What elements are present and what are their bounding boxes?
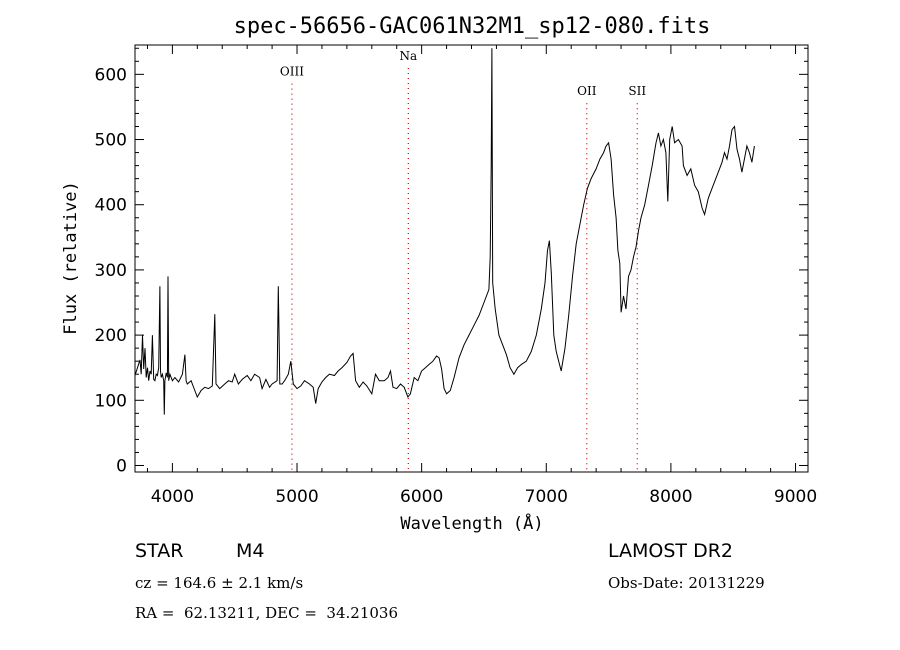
y-axis-label: Flux (relative)	[61, 181, 81, 335]
x-tick-label: 4000	[151, 487, 194, 507]
reference-lines: OIII Na OII SII	[280, 49, 646, 472]
reference-line-label: OIII	[280, 65, 304, 79]
y-tick-label: 0	[116, 456, 127, 476]
object-class: STAR	[135, 540, 184, 562]
spectrum-line	[134, 48, 755, 415]
observation-date: Obs-Date: 20131229	[608, 574, 765, 592]
plot-frame	[134, 44, 809, 473]
object-subclass: M4	[236, 540, 265, 562]
x-tick-label: 5000	[275, 487, 318, 507]
x-tick-label: 7000	[525, 487, 568, 507]
velocity-text: cz = 164.6 ± 2.1 km/s	[135, 574, 304, 592]
coordinates-text: RA = 62.13211, DEC = 34.21036	[135, 604, 399, 622]
y-tick-label: 100	[95, 391, 127, 411]
reference-line-label: SII	[628, 84, 646, 98]
reference-line-label: Na	[399, 49, 417, 63]
survey-name: LAMOST DR2	[608, 540, 733, 562]
y-tick-label: 300	[95, 261, 127, 281]
y-tick-label: 500	[95, 131, 127, 151]
y-tick-label: 400	[95, 196, 127, 216]
axis-ticks: 4000 5000 6000 7000 8000 9000 0 100 200 300 400 500…	[95, 45, 817, 507]
y-tick-label: 200	[95, 326, 127, 346]
x-tick-label: 8000	[649, 487, 692, 507]
chart-title: spec-56656-GAC061N32M1_sp12-080.fits	[234, 14, 711, 39]
x-tick-label: 6000	[400, 487, 443, 507]
y-tick-label: 600	[95, 65, 127, 85]
x-axis-label: Wavelength (Å)	[400, 512, 543, 534]
x-tick-label: 9000	[774, 487, 817, 507]
reference-line-label: OII	[577, 84, 597, 98]
